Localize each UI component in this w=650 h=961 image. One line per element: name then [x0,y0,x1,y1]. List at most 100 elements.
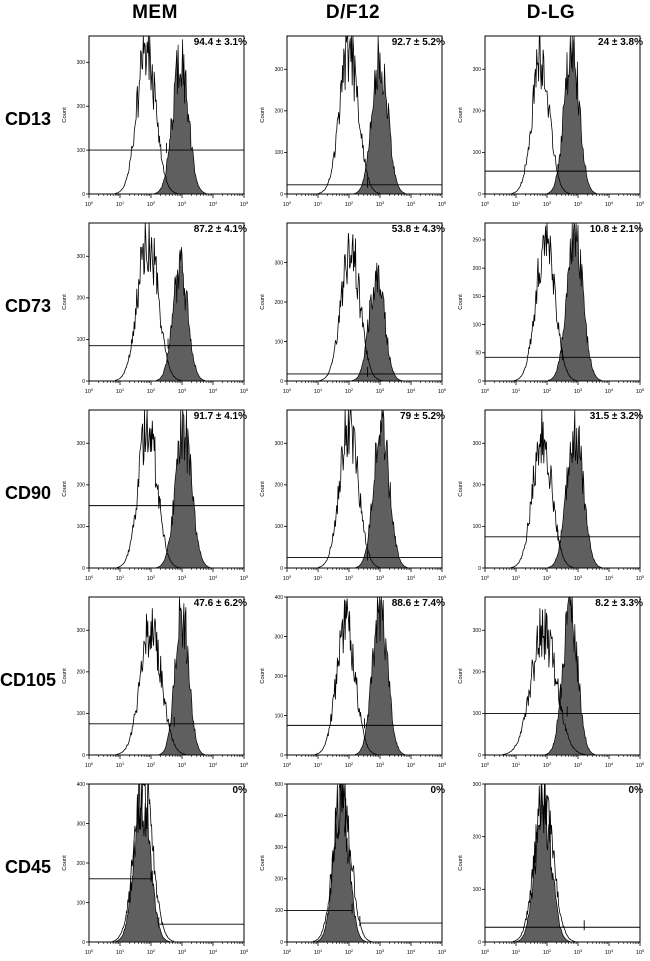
svg-text:104: 104 [209,761,217,768]
percent-label: 53.8 ± 4.3% [392,224,445,235]
svg-text:104: 104 [605,948,613,955]
svg-text:200: 200 [473,669,482,675]
svg-text:102: 102 [345,200,353,207]
histogram-panel-CD45-DF12: 0 100 200 300 400 500 Count 100 101 102 103 104 105 0… [254,774,452,961]
svg-text:100: 100 [275,150,284,156]
svg-text:102: 102 [147,387,155,394]
svg-text:105: 105 [636,387,644,394]
svg-text:250: 250 [473,237,482,243]
y-axis-title: Count [458,667,464,683]
svg-text:200: 200 [77,295,86,301]
svg-text:105: 105 [636,948,644,955]
svg-text:200: 200 [473,265,482,271]
svg-text:100: 100 [85,200,93,207]
row-label-cd90: CD90 [4,483,52,503]
percent-label: 24 ± 3.8% [598,37,643,48]
svg-text:103: 103 [178,948,186,955]
percent-label: 79 ± 5.2% [400,411,445,422]
svg-text:0: 0 [478,939,481,945]
svg-text:400: 400 [275,813,284,819]
svg-text:102: 102 [543,200,551,207]
svg-text:200: 200 [275,299,284,305]
svg-text:200: 200 [275,108,284,114]
svg-text:101: 101 [512,387,520,394]
svg-text:400: 400 [275,594,284,600]
svg-text:102: 102 [543,761,551,768]
svg-text:103: 103 [574,574,582,581]
svg-text:105: 105 [240,200,248,207]
svg-text:101: 101 [314,387,322,394]
svg-text:0: 0 [82,752,85,758]
svg-text:104: 104 [605,574,613,581]
svg-text:100: 100 [473,322,482,328]
svg-text:102: 102 [147,761,155,768]
control-histogram [89,222,244,381]
svg-text:200: 200 [275,482,284,488]
svg-text:100: 100 [77,524,86,530]
svg-text:300: 300 [473,67,482,73]
svg-text:100: 100 [481,387,489,394]
histogram-panel-CD13-DF12: 0 100 200 300 Count 100 101 102 103 104 105 92.7 ± … [254,26,452,213]
y-axis: 0 100 200 300 [77,441,89,571]
column-header-df12: D/F12 [325,2,381,23]
svg-text:100: 100 [85,761,93,768]
histogram-panel-CD90-DF12: 0 100 200 300 Count 100 101 102 103 104 105 79 ± 5.… [254,400,452,587]
svg-text:100: 100 [77,147,86,153]
svg-text:101: 101 [314,761,322,768]
y-axis-title: Count [260,293,266,309]
percent-label: 91.7 ± 4.1% [194,411,247,422]
svg-text:105: 105 [240,948,248,955]
histogram-panel-CD105-DF12: 0 100 200 300 400 Count 100 101 102 103 104 105 88.6… [254,587,452,774]
svg-text:103: 103 [178,761,186,768]
svg-text:104: 104 [605,200,613,207]
gate-marker [287,902,442,926]
histogram-panel-CD45-DLG: 0 100 200 300 Count 100 101 102 103 104 105 0% [452,774,650,961]
y-axis: 0 100 200 300 [473,67,485,197]
svg-text:104: 104 [605,387,613,394]
histogram-panel-CD105-DLG: 0 100 200 300 Count 100 101 102 103 104 105 8.2 ± 3… [452,587,650,774]
control-histogram [287,232,442,381]
svg-text:0: 0 [82,378,85,384]
y-axis: 0 100 200 300 400 [77,781,89,945]
svg-text:200: 200 [473,834,482,840]
svg-text:105: 105 [240,574,248,581]
percent-label: 0% [233,785,248,796]
svg-text:105: 105 [438,387,446,394]
x-axis: 100 101 102 103 104 105 [85,193,248,208]
svg-text:300: 300 [275,441,284,447]
svg-text:300: 300 [77,821,86,827]
svg-text:104: 104 [209,200,217,207]
y-axis-title: Count [458,293,464,309]
svg-text:101: 101 [512,761,520,768]
control-histogram [89,607,244,755]
svg-text:104: 104 [209,574,217,581]
x-axis: 100 101 102 103 104 105 [481,567,644,582]
svg-text:100: 100 [85,387,93,394]
x-axis: 100 101 102 103 104 105 [85,567,248,582]
percent-label: 88.6 ± 7.4% [392,598,445,609]
plot-border [286,783,443,942]
x-axis: 100 101 102 103 104 105 [283,567,446,582]
control-histogram [485,607,640,755]
y-axis: 0 100 200 300 [473,781,485,945]
y-axis: 0 100 200 300 [473,628,485,758]
svg-text:100: 100 [473,524,482,530]
plot-border [286,35,443,194]
svg-text:100: 100 [275,524,284,530]
svg-text:300: 300 [77,628,86,634]
svg-text:103: 103 [574,387,582,394]
plot-border [286,409,443,568]
svg-text:300: 300 [275,260,284,266]
gate-marker [485,163,640,174]
row-label-cd45: CD45 [4,857,52,877]
svg-text:200: 200 [77,669,86,675]
svg-text:0: 0 [478,191,481,197]
